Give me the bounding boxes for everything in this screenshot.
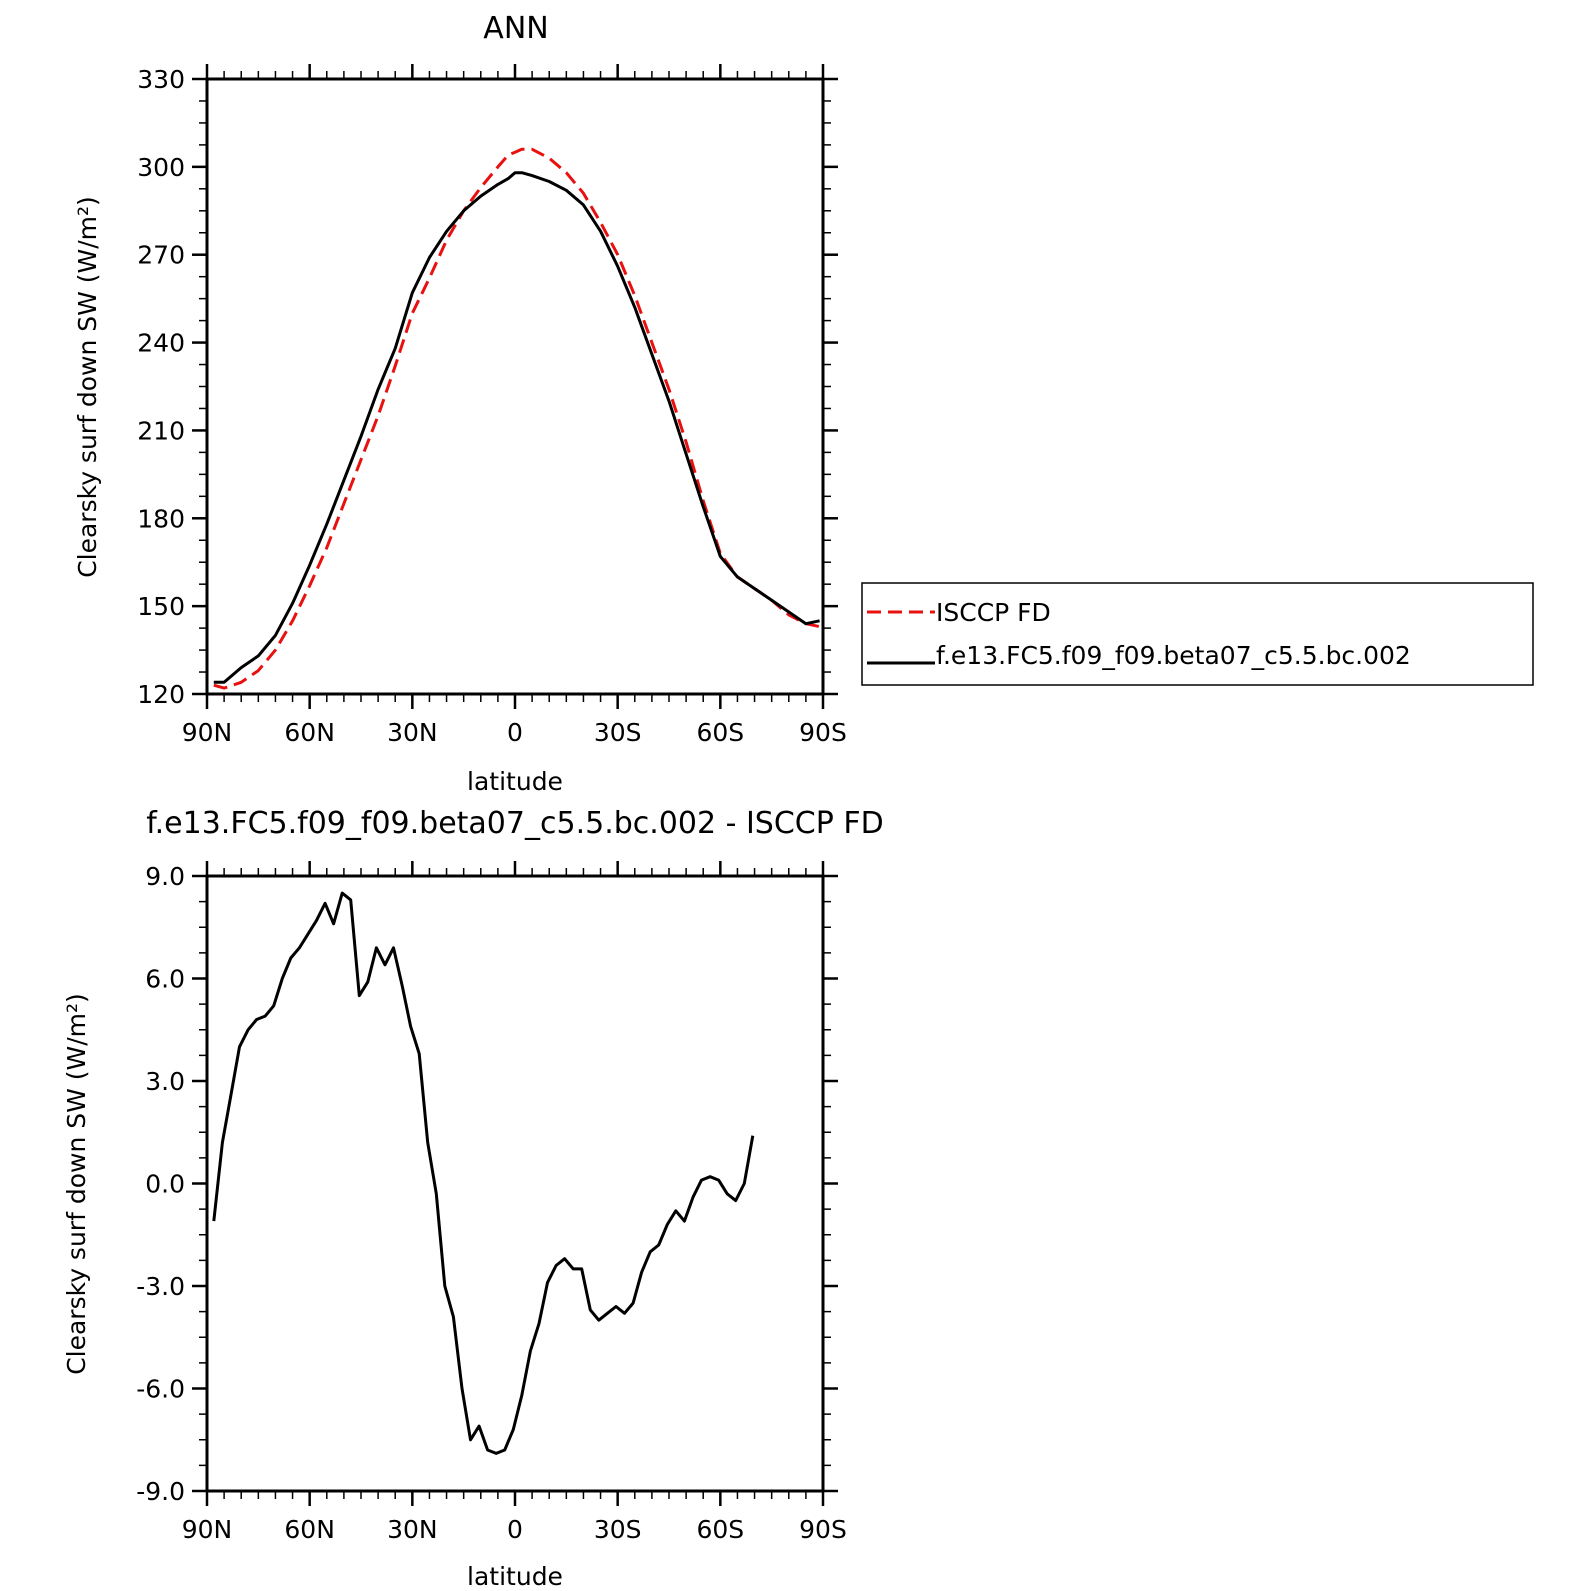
top-x-tick-label-6: 90S	[799, 718, 847, 747]
top-x-tick-label-4: 30S	[594, 718, 642, 747]
legend-label-model: f.e13.FC5.f09_f09.beta07_c5.5.bc.002	[936, 641, 1411, 670]
bottom-x-tick-label-1: 60N	[284, 1515, 335, 1544]
bottom-x-tick-label-6: 90S	[799, 1515, 847, 1544]
bottom-y-tick-label-1: 6.0	[145, 965, 185, 994]
bottom-x-tick-label-4: 30S	[594, 1515, 642, 1544]
top-x-tick-label-1: 60N	[284, 718, 335, 747]
bottom-y-tick-label-3: 0.0	[145, 1170, 185, 1199]
top-x-tick-label-5: 60S	[696, 718, 744, 747]
top-y-axis-label: Clearsky surf down SW (W/m²)	[73, 196, 102, 578]
top-x-tick-label-2: 30N	[387, 718, 438, 747]
bottom-y-axis-label: Clearsky surf down SW (W/m²)	[62, 993, 91, 1375]
top-y-tick-label-6: 300	[137, 153, 185, 182]
bottom-axis-ticks: 90N 60N 30N 0 30S 60S 90S 9.0 6.0 3.0 0.0 -3.0 -6.0 -…	[136, 861, 847, 1544]
bottom-x-tick-label-5: 60S	[696, 1515, 744, 1544]
top-y-tick-label-0: 120	[137, 680, 185, 709]
bottom-chart-title: f.e13.FC5.f09_f09.beta07_c5.5.bc.002 - I…	[146, 806, 883, 841]
bottom-y-tick-label-6: -9.0	[136, 1477, 185, 1506]
bottom-x-tick-label-0: 90N	[182, 1515, 233, 1544]
top-y-tick-label-3: 210	[137, 416, 185, 445]
legend: ISCCP FD f.e13.FC5.f09_f09.beta07_c5.5.b…	[861, 582, 1534, 686]
top-series-line-0	[213, 147, 820, 690]
top-y-tick-label-5: 270	[137, 241, 185, 270]
top-x-tick-label-0: 90N	[182, 718, 233, 747]
top-y-tick-label-7: 330	[137, 65, 185, 94]
bottom-y-tick-label-0: 9.0	[145, 862, 185, 891]
top-chart-title: ANN	[483, 11, 548, 46]
bottom-y-tick-label-4: -3.0	[136, 1272, 185, 1301]
bottom-series-line-0	[212, 891, 755, 1455]
top-x-axis-label: latitude	[467, 767, 563, 796]
bottom-x-tick-label-3: 0	[507, 1515, 523, 1544]
bottom-plot-frame	[205, 874, 825, 1493]
top-y-tick-label-1: 150	[137, 592, 185, 621]
top-series-line-1	[213, 171, 820, 684]
top-x-tick-label-3: 0	[507, 718, 523, 747]
top-y-tick-label-2: 180	[137, 504, 185, 533]
top-axis-ticks: 90N 60N 30N 0 30S 60S 90S 120 150 180 210 240 270 300…	[137, 64, 847, 747]
bottom-y-tick-label-5: -6.0	[136, 1375, 185, 1404]
bottom-x-tick-label-2: 30N	[387, 1515, 438, 1544]
legend-box	[861, 582, 1534, 686]
top-chart-marks	[213, 147, 820, 690]
bottom-y-tick-label-2: 3.0	[145, 1067, 185, 1096]
bottom-x-axis-label: latitude	[467, 1562, 563, 1591]
bottom-chart-marks	[212, 891, 755, 1455]
bottom-panel: f.e13.FC5.f09_f09.beta07_c5.5.bc.002 - I…	[62, 806, 884, 1591]
legend-label-isccp: ISCCP FD	[936, 598, 1051, 627]
top-panel: ANN 90N 60N 30N 0 30S 60S 90S 120 150 180 210 240 27…	[73, 11, 847, 796]
top-y-tick-label-4: 240	[137, 329, 185, 358]
